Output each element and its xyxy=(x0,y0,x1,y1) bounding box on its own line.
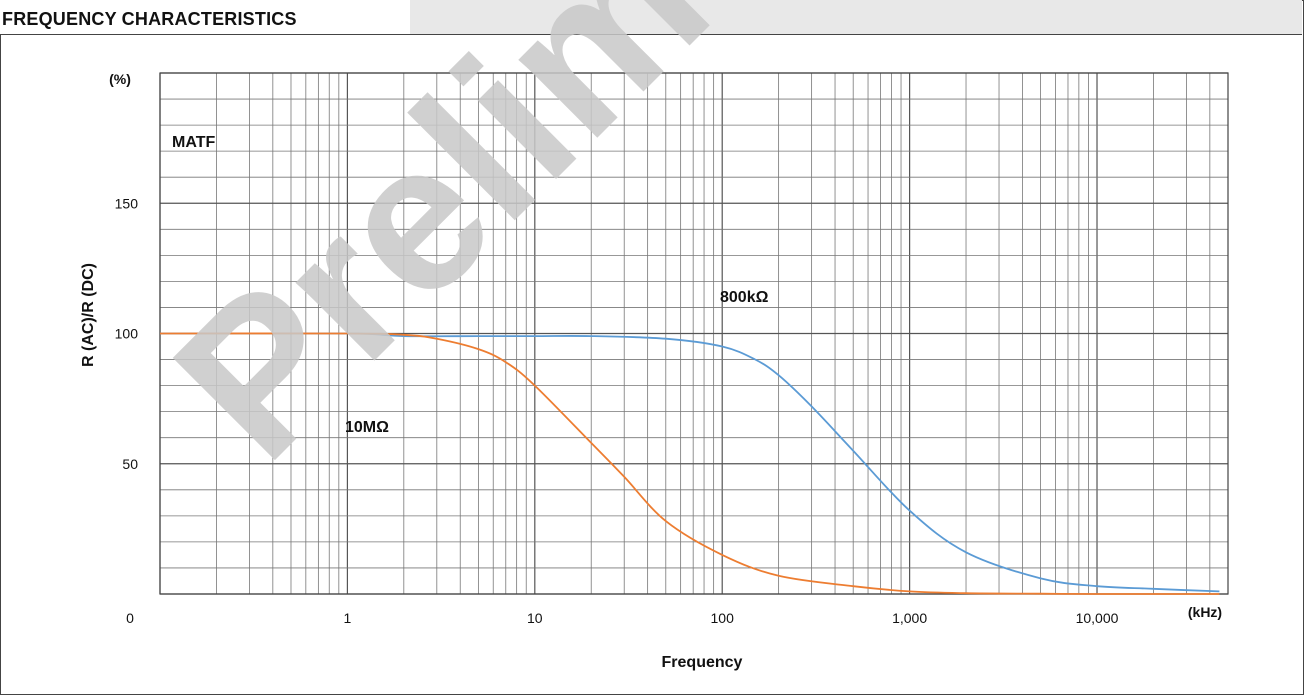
y-tick-label: 50 xyxy=(122,456,138,472)
chart-labels: (%) (kHz) Frequency R (AC)/R (DC) MATF 0… xyxy=(80,71,1222,671)
series-label: 10MΩ xyxy=(345,419,389,436)
y-axis-title: R (AC)/R (DC) xyxy=(80,263,97,367)
x-tick-label: 100 xyxy=(711,610,735,626)
series-lines xyxy=(159,332,1220,595)
page-title: FREQUENCY CHARACTERISTICS xyxy=(2,9,297,29)
y-tick-label: 100 xyxy=(115,326,139,342)
header-tab xyxy=(0,0,410,34)
x-tick-label: 0 xyxy=(126,610,134,626)
x-tick-label: 10,000 xyxy=(1076,610,1119,626)
series-line xyxy=(159,332,1220,595)
x-tick-label: 1,000 xyxy=(892,610,927,626)
y-tick-label: 150 xyxy=(115,195,139,211)
watermark: Prelim xyxy=(131,0,751,502)
x-tick-label: 1 xyxy=(344,610,352,626)
x-tick-label: 10 xyxy=(527,610,543,626)
series-label: 800kΩ xyxy=(720,289,769,306)
annotation-matf: MATF xyxy=(172,134,215,151)
x-axis-title: Frequency xyxy=(662,654,743,671)
y-unit-label: (%) xyxy=(109,71,131,87)
header-bar: FREQUENCY CHARACTERISTICS xyxy=(0,0,1302,35)
x-unit-label: (kHz) xyxy=(1188,604,1222,620)
